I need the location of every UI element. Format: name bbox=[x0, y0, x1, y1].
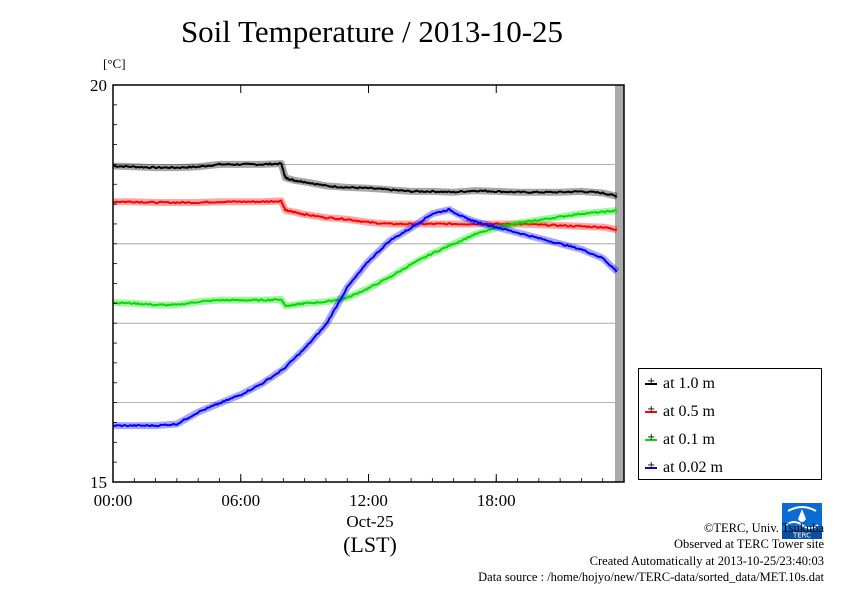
series-line bbox=[112, 207, 618, 428]
legend: at 1.0 m at 0.5 m at 0.1 m at 0.02 m bbox=[638, 368, 822, 480]
axis-ticks: 15 20 00:00 06:00 12:00 18:00 bbox=[90, 76, 625, 510]
x-tick-label: 18:00 bbox=[477, 491, 516, 510]
chart-title: Soil Temperature / 2013-10-25 bbox=[180, 14, 564, 49]
plot-frame bbox=[112, 84, 625, 483]
footer-copyright: ©TERC, Univ. Tsukuba bbox=[703, 521, 824, 535]
legend-item: at 1.0 m bbox=[645, 374, 715, 394]
series-band bbox=[112, 160, 618, 200]
legend-item: at 0.5 m bbox=[645, 402, 715, 422]
x-tick-label: 12:00 bbox=[349, 491, 388, 510]
legend-line-icon bbox=[645, 376, 657, 387]
footer-info: ©TERC, Univ. Tsukuba Observed at TERC To… bbox=[478, 520, 824, 585]
x-tick-label: 00:00 bbox=[94, 491, 133, 510]
legend-label: at 0.1 m bbox=[663, 431, 715, 448]
x-axis-date-label: Oct-25 bbox=[346, 512, 394, 531]
y-axis-unit: [°C] bbox=[103, 56, 126, 71]
series-group bbox=[112, 160, 620, 430]
legend-line-icon bbox=[645, 460, 657, 471]
series-line bbox=[112, 209, 618, 308]
footer-created: Created Automatically at 2013-10-25/23:4… bbox=[589, 553, 824, 568]
legend-line-icon bbox=[645, 432, 657, 443]
legend-item: at 0.02 m bbox=[645, 458, 723, 478]
svg-text:TERC: TERC bbox=[792, 532, 811, 540]
series-band bbox=[113, 206, 620, 430]
gridlines bbox=[113, 163, 624, 404]
y-tick-label: 15 bbox=[90, 473, 107, 492]
x-tick-label: 06:00 bbox=[221, 491, 260, 510]
footer-source: Data source : /home/hojyo/new/TERC-data/… bbox=[478, 569, 824, 584]
series-line bbox=[112, 161, 618, 198]
legend-label: at 0.02 m bbox=[663, 459, 723, 476]
series-line bbox=[112, 199, 618, 231]
terc-logo: TERC bbox=[782, 503, 822, 539]
legend-label: at 0.5 m bbox=[663, 403, 715, 420]
legend-line-icon bbox=[645, 404, 657, 415]
y-tick-label: 20 bbox=[90, 76, 107, 95]
no-data-band bbox=[615, 85, 624, 482]
legend-label: at 1.0 m bbox=[663, 375, 715, 392]
x-axis-unit: (LST) bbox=[343, 532, 397, 557]
footer-site: Observed at TERC Tower site bbox=[673, 537, 824, 552]
legend-item: at 0.1 m bbox=[645, 430, 715, 450]
